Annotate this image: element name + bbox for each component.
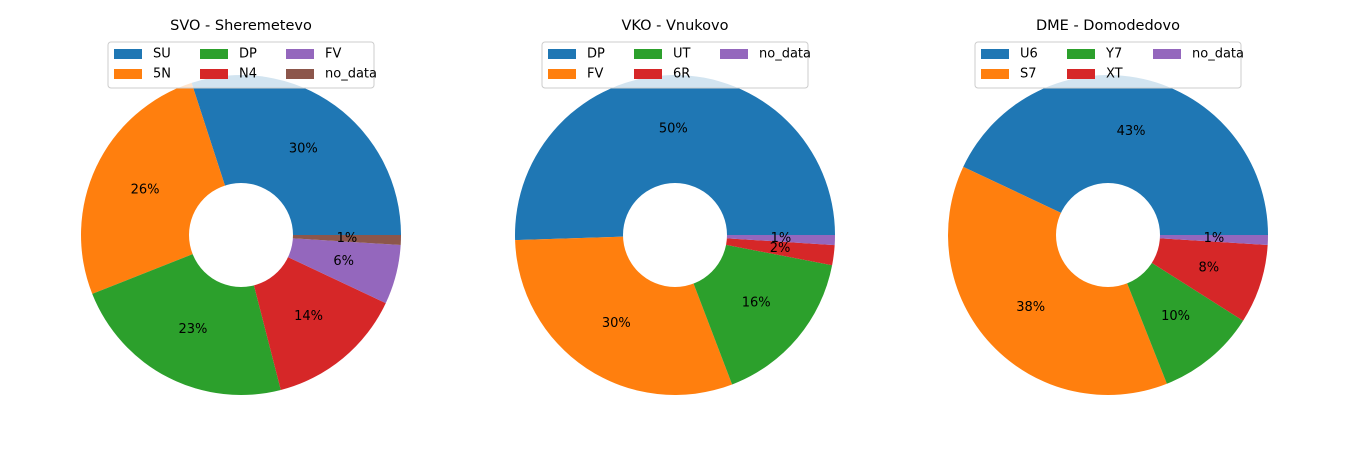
pct-label-ut: 16% bbox=[742, 296, 771, 311]
legend-swatch-6r bbox=[634, 69, 662, 79]
legend-label-fv: FV bbox=[587, 67, 603, 82]
legend-label-fv: FV bbox=[325, 47, 341, 62]
legend-swatch-dp bbox=[200, 49, 228, 59]
pct-label-u6: 43% bbox=[1117, 124, 1146, 139]
pct-label-y7: 10% bbox=[1161, 309, 1190, 324]
legend-swatch-ut bbox=[634, 49, 662, 59]
legend-label-y7: Y7 bbox=[1105, 47, 1122, 62]
legend-swatch-no-data bbox=[286, 69, 314, 79]
wedge-dp bbox=[515, 75, 835, 241]
pct-label-s7: 38% bbox=[1016, 300, 1045, 315]
wedge-n4 bbox=[241, 235, 386, 390]
legend-swatch-u6 bbox=[981, 49, 1009, 59]
legend-label-no-data: no_data bbox=[759, 47, 811, 62]
legend-swatch-su bbox=[114, 49, 142, 59]
legend-swatch-no-data bbox=[720, 49, 748, 59]
legend-swatch-y7 bbox=[1067, 49, 1095, 59]
legend-label-n4: N4 bbox=[239, 67, 257, 82]
pct-label-xt: 8% bbox=[1198, 260, 1219, 275]
pct-label-no-data: 1% bbox=[337, 231, 358, 246]
legend-label-ut: UT bbox=[673, 47, 691, 62]
legend-swatch-fv bbox=[548, 69, 576, 79]
pct-label-no-data: 1% bbox=[771, 231, 792, 246]
donut-hole bbox=[1056, 183, 1160, 287]
chart-title: VKO - Vnukovo bbox=[621, 18, 728, 34]
legend-label-u6: U6 bbox=[1020, 47, 1038, 62]
chart-title: SVO - Sheremetevo bbox=[170, 18, 312, 34]
legend-label-dp: DP bbox=[587, 47, 605, 62]
pct-label-dp: 23% bbox=[178, 322, 207, 337]
legend-label-xt: XT bbox=[1106, 67, 1123, 82]
pct-label-fv: 30% bbox=[602, 316, 631, 331]
legend-label-no-data: no_data bbox=[325, 67, 377, 82]
legend-label-6r: 6R bbox=[673, 67, 690, 82]
donut-hole bbox=[189, 183, 293, 287]
pct-label-fv: 6% bbox=[333, 254, 354, 269]
legend-label-no-data: no_data bbox=[1192, 47, 1244, 62]
pct-label-no-data: 1% bbox=[1204, 231, 1225, 246]
pie-chart-2: 50% 30% 16% 2%1% VKO - Vnukovo DP FV UT 6R no_dat… bbox=[515, 18, 836, 395]
legend-swatch-n4 bbox=[200, 69, 228, 79]
pct-label-6r: 2% bbox=[770, 241, 791, 256]
pct-label-su: 30% bbox=[289, 142, 318, 157]
wedge-s7 bbox=[948, 166, 1167, 395]
legend: U6 S7 Y7 XT no_data bbox=[974, 41, 1244, 89]
legend-swatch-dp bbox=[548, 49, 576, 59]
legend-swatch-fv bbox=[286, 49, 314, 59]
legend: SU 5N DP N4 FV no_data bbox=[107, 41, 377, 89]
legend-label-su: SU bbox=[153, 47, 171, 62]
pct-label-n4: 14% bbox=[294, 309, 323, 324]
legend-label-dp: DP bbox=[239, 47, 257, 62]
legend-label-5n: 5N bbox=[153, 67, 171, 82]
legend-swatch-no-data bbox=[1153, 49, 1181, 59]
pie-chart-1: 30% 26% 23% 14% 6% 1% SVO - Sheremetevo SU 5N DP N… bbox=[81, 18, 401, 395]
legend-swatch-s7 bbox=[981, 69, 1009, 79]
pct-label-dp: 50% bbox=[659, 122, 688, 137]
legend-swatch-xt bbox=[1067, 69, 1095, 79]
legend-swatch-5n bbox=[114, 69, 142, 79]
legend: DP FV UT 6R no_data bbox=[541, 41, 811, 89]
chart-title: DME - Domodedovo bbox=[1036, 18, 1180, 34]
legend-label-s7: S7 bbox=[1020, 67, 1037, 82]
donut-hole bbox=[623, 183, 727, 287]
pct-label-5n: 26% bbox=[131, 182, 160, 197]
wedge-u6 bbox=[963, 75, 1268, 236]
wedge-ut bbox=[675, 235, 833, 385]
pie-chart-3: 43% 38% 10% 8% 1% DME - Domodedovo U6 S7 Y7 XT no_… bbox=[948, 18, 1268, 395]
